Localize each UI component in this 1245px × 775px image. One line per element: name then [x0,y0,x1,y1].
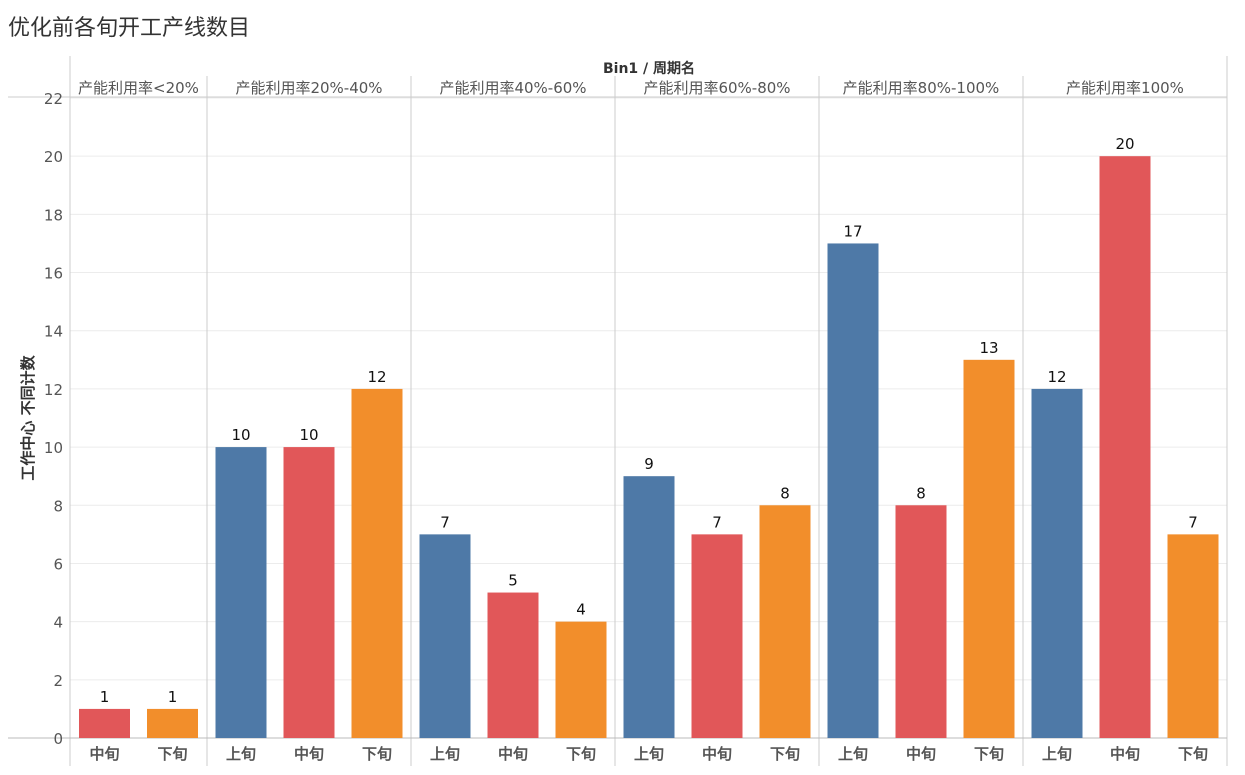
category-label: 中旬 [906,745,936,763]
category-label: 下旬 [566,745,596,763]
category-label: 上旬 [634,745,664,763]
panel-label: 产能利用率60%-80% [643,79,790,97]
category-label: 下旬 [770,745,800,763]
category-label: 上旬 [1042,745,1072,763]
y-tick-label: 20 [44,148,63,166]
panel-labels: 产能利用率<20% 产能利用率20%-40% 产能利用率40%-60% 产能利用率60… [78,79,1184,97]
category-label: 中旬 [702,745,732,763]
bar [487,592,539,738]
data-label: 17 [843,222,862,240]
data-label: 10 [231,426,250,444]
data-label: 10 [299,426,318,444]
panel-label: 产能利用率40%-60% [439,79,586,97]
y-tick-label: 0 [53,730,63,748]
category-label: 中旬 [1110,745,1140,763]
data-label: 1 [168,688,178,706]
data-labels: 1 1 10 10 12 7 5 4 9 7 8 17 8 13 12 20 7 [100,135,1198,706]
y-tick-label: 14 [44,323,63,341]
bar [419,534,471,738]
bar [283,447,335,738]
y-tick-label: 12 [44,381,63,399]
data-label: 8 [780,484,790,502]
axis-lines [8,56,1228,766]
data-label: 12 [367,368,386,386]
y-tick-label: 10 [44,439,63,457]
category-label: 中旬 [294,745,324,763]
data-label: 12 [1047,368,1066,386]
y-tick-label: 4 [53,614,63,632]
category-label: 下旬 [362,745,392,763]
bar [759,505,811,738]
data-label: 4 [576,601,586,619]
data-label: 7 [440,513,450,531]
bar [623,476,675,738]
category-label: 中旬 [498,745,528,763]
y-tick-label: 2 [53,672,63,690]
category-label: 上旬 [430,745,460,763]
bar [963,359,1015,738]
category-label: 下旬 [157,745,187,763]
category-label: 下旬 [974,745,1004,763]
data-label: 5 [508,572,518,590]
category-label: 中旬 [89,745,119,763]
panel-label: 产能利用率20%-40% [235,79,382,97]
bar [691,534,743,738]
category-labels: 中旬 下旬 上旬 中旬 下旬 上旬 中旬 下旬 上旬 中旬 下旬 上旬 中旬 下旬 上旬 中旬 下旬 [89,745,1208,763]
bar [555,621,607,738]
y-axis-ticks: 0 2 4 6 8 10 12 14 16 18 20 22 [44,90,63,748]
bar [147,708,198,738]
category-label: 上旬 [226,745,256,763]
data-label: 20 [1115,135,1134,153]
bar [351,388,403,738]
y-axis-label: 工作中心 不同计数 [19,354,37,480]
y-tick-label: 16 [44,265,63,283]
bar [827,243,879,739]
bar [895,505,947,738]
data-label: 9 [644,455,654,473]
data-label: 8 [916,484,926,502]
bars [79,156,1219,739]
bar [1031,388,1083,738]
y-tick-label: 22 [44,90,63,108]
bar [1167,534,1219,738]
category-label: 下旬 [1178,745,1208,763]
data-label: 7 [1188,513,1198,531]
bar [1099,156,1151,738]
data-label: 7 [712,513,722,531]
panel-label: 产能利用率<20% [78,79,199,97]
category-label: 上旬 [838,745,868,763]
chart-title: 优化前各旬开工产线数目 [8,16,251,41]
column-header-label: Bin1 / 周期名 [603,60,695,77]
data-label: 13 [979,339,998,357]
y-tick-label: 8 [53,497,63,515]
y-tick-label: 18 [44,206,63,224]
data-label: 1 [100,688,110,706]
bar [215,447,267,738]
panel-label: 产能利用率80%-100% [843,79,1000,97]
panel-label: 产能利用率100% [1066,79,1184,97]
bar [79,708,130,738]
y-tick-label: 6 [53,555,63,573]
